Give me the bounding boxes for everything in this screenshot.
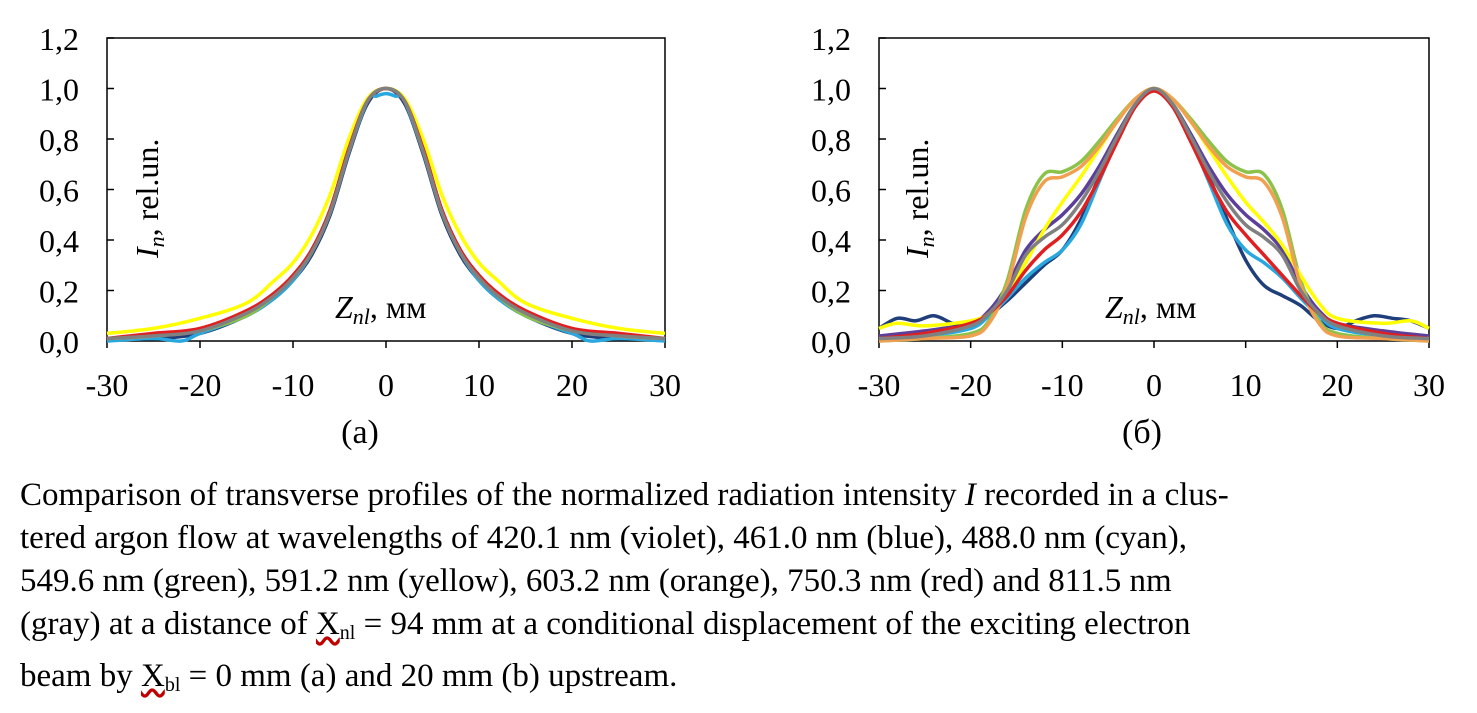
caption-sub: bl: [164, 674, 181, 696]
x-tick-label: 30: [1413, 367, 1445, 403]
caption-line-4: (gray) at a distance of Xnl = 94 mm at a…: [20, 603, 1450, 655]
x-tick-label: 0: [378, 367, 394, 403]
y-tick-label: 0,2: [39, 274, 79, 310]
caption-text: (gray) at a distance of: [20, 606, 316, 642]
caption-xbl: Xbl: [140, 658, 181, 696]
y-tick-label: 1,2: [811, 21, 851, 57]
caption-x: X: [315, 606, 340, 642]
y-tick-label: 0,0: [39, 324, 79, 360]
y-tick-label: 1,0: [811, 72, 851, 108]
figure-caption: Comparison of transverse profiles of the…: [20, 474, 1450, 707]
caption-text: recorded in a clus-: [975, 477, 1229, 513]
y-tick-label: 0,6: [39, 173, 79, 209]
series-line-6: [878, 89, 1430, 341]
x-tick-label: -30: [86, 367, 129, 403]
y-tick-label: 0,4: [811, 223, 851, 259]
y-tick-label: 1,2: [39, 21, 79, 57]
x-tick-label: 20: [1321, 367, 1353, 403]
x-tick-label: 20: [556, 367, 588, 403]
x-axis-label: Znl, мм: [1105, 289, 1196, 329]
chart-a: 0,0 0,2 0,4 0,6 0,8 1,0 1,2 -30 -20 -10 0 10 20 30 Znl…: [39, 21, 681, 403]
caption-text: = 94 mm at a conditional displacement of…: [355, 606, 1191, 642]
caption-line-3: 549.6 nm (green), 591.2 nm (yellow), 603…: [20, 563, 1172, 599]
x-tick-label: -30: [858, 367, 901, 403]
caption-text: beam by: [20, 658, 141, 694]
y-tick-label: 0,2: [811, 274, 851, 310]
series-line-7: [878, 86, 1430, 341]
y-tick-label: 0,8: [39, 122, 79, 158]
caption-text: = 0 mm (a) and 20 mm (b) upstream.: [180, 658, 678, 694]
y-tick-label: 0,8: [811, 122, 851, 158]
y-tick-label: 0,4: [39, 223, 79, 259]
y-axis-label: In, rel.un.: [899, 139, 939, 259]
series-line-7: [106, 86, 666, 341]
x-tick-label: 30: [649, 367, 681, 403]
x-tick-label: -20: [949, 367, 992, 403]
y-axis-label: In, rel.un.: [129, 139, 169, 259]
x-tick-label: 10: [463, 367, 495, 403]
chart-b: 0,0 0,2 0,4 0,6 0,8 1,0 1,2 -30 -20 -10 0 10 20 30 Znl…: [811, 21, 1445, 403]
y-tick-label: 0,0: [811, 324, 851, 360]
x-tick-label: -20: [179, 367, 222, 403]
panel-label-b: (б): [1122, 414, 1162, 451]
x-axis-label: Znl, мм: [335, 289, 426, 329]
caption-text: Comparison of transverse profiles of the…: [20, 477, 965, 513]
caption-x: X: [140, 658, 165, 694]
y-tick-label: 1,0: [39, 72, 79, 108]
x-tick-label: 10: [1230, 367, 1262, 403]
caption-line-2: tered argon flow at wavelengths of 420.1…: [20, 520, 1187, 556]
caption-line-5: beam by Xbl = 0 mm (a) and 20 mm (b) ups…: [20, 655, 1450, 707]
caption-xnl: Xnl: [315, 606, 356, 644]
x-tick-label: -10: [1041, 367, 1084, 403]
caption-sub: nl: [339, 622, 356, 644]
x-tick-label: -10: [272, 367, 315, 403]
caption-line-1: Comparison of transverse profiles of the…: [20, 474, 1450, 517]
caption-italic-i: I: [964, 477, 976, 513]
y-tick-label: 0,6: [811, 173, 851, 209]
x-tick-label: 0: [1146, 367, 1162, 403]
panel-label-a: (a): [341, 414, 379, 451]
